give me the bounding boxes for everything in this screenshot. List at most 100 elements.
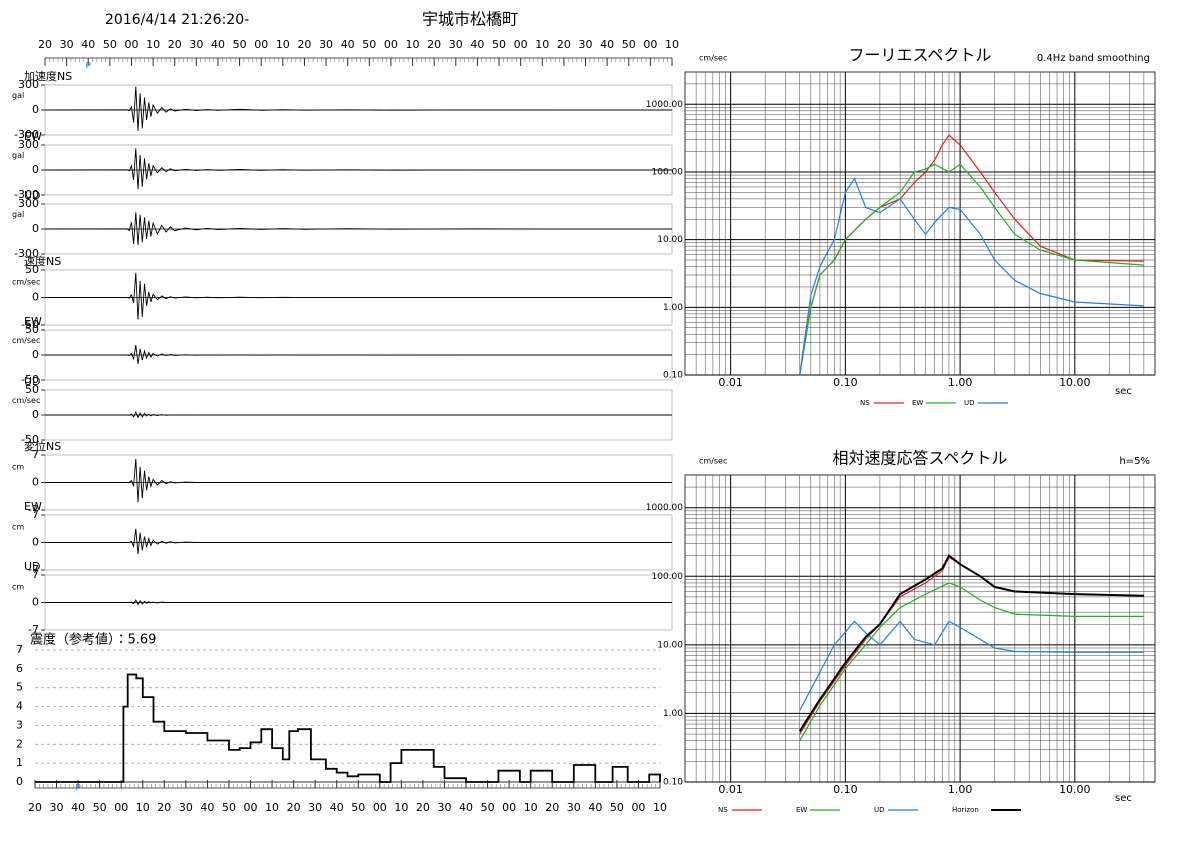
y-tick-label: 7 <box>16 643 23 656</box>
x-tick-label: 00 <box>124 38 138 51</box>
y-tick-label: 2 <box>16 737 23 750</box>
trace-label: 速度NS <box>24 255 61 268</box>
x-tick-label: 30 <box>567 801 581 814</box>
x-tick-label: 00 <box>514 38 528 51</box>
spectrum-line <box>799 177 1144 376</box>
legend-label: UD <box>874 806 885 814</box>
y-tick-label: 7 <box>32 508 39 521</box>
y-tick-label: 7 <box>32 448 39 461</box>
spectrum-line <box>799 134 1144 376</box>
x-tick-label: 50 <box>610 801 624 814</box>
unit-label: cm <box>12 522 24 531</box>
y-tick-label: 0 <box>32 103 39 116</box>
y-tick-label: 0 <box>32 348 39 361</box>
x-tick-label: 40 <box>600 38 614 51</box>
x-tick-label: 1.00 <box>948 376 973 389</box>
x-tick-label: 40 <box>200 801 214 814</box>
x-tick-label: 20 <box>545 801 559 814</box>
x-tick-label: 10 <box>524 801 538 814</box>
x-tick-label: 30 <box>449 38 463 51</box>
x-tick-label: 40 <box>470 38 484 51</box>
trace-label: 加速度NS <box>24 70 72 83</box>
x-tick-label: 10 <box>394 801 408 814</box>
y-tick-label: 0 <box>32 291 39 304</box>
unit-label: cm <box>12 582 24 591</box>
y-tick-label: 0.10 <box>663 371 683 381</box>
x-tick-label: 50 <box>481 801 495 814</box>
x-tick-label: 40 <box>211 38 225 51</box>
trace-label: 変位NS <box>24 440 61 453</box>
y-tick-label: 1.00 <box>663 709 683 719</box>
x-tick-label: 20 <box>557 38 571 51</box>
y-tick-label: 7 <box>32 568 39 581</box>
spectrum-line <box>798 554 1144 732</box>
spectrum-line <box>799 556 1144 735</box>
chart-title: フーリエスペクトル <box>849 46 992 65</box>
waveform <box>45 410 672 419</box>
x-tick-label: 40 <box>341 38 355 51</box>
y-tick-label: 1.00 <box>663 303 683 313</box>
y-tick-label: -7 <box>28 503 39 516</box>
x-tick-label: 40 <box>588 801 602 814</box>
x-tick-label: 20 <box>168 38 182 51</box>
x-tick-label: 00 <box>254 38 268 51</box>
x-tick-label: 50 <box>622 38 636 51</box>
legend-label: Horizon <box>952 806 979 814</box>
x-tick-label: 40 <box>71 801 85 814</box>
trace-label: EW <box>24 130 42 143</box>
y-tick-label: 0 <box>32 476 39 489</box>
waveform <box>44 212 673 245</box>
unit-label: cm/sec <box>12 336 40 345</box>
y-tick-label: 0.10 <box>663 778 683 788</box>
station-name: 宇城市松橋町 <box>422 10 518 29</box>
plot-frame <box>684 474 1156 783</box>
waveform <box>45 528 672 555</box>
trace-label: EW <box>24 315 42 328</box>
legend-label: UD <box>964 399 975 407</box>
x-tick-label: 40 <box>81 38 95 51</box>
y-tick-label: 0 <box>32 596 39 609</box>
x-tick-label: 20 <box>287 801 301 814</box>
unit-label: gal <box>12 91 24 100</box>
y-axis-label: cm/sec <box>699 457 727 466</box>
x-tick-label: 00 <box>373 801 387 814</box>
chart-title: 相対速度応答スペクトル <box>833 449 1008 468</box>
y-tick-label: 300 <box>18 197 39 210</box>
y-tick-label: 0 <box>32 536 39 549</box>
y-tick-label: -300 <box>14 128 39 141</box>
x-tick-label: 50 <box>492 38 506 51</box>
waveform <box>45 272 673 320</box>
x-tick-label: 50 <box>93 801 107 814</box>
plot-frame <box>684 71 1156 376</box>
x-tick-label: 30 <box>189 38 203 51</box>
x-tick-label: 10.00 <box>1059 783 1091 796</box>
x-tick-label: 30 <box>319 38 333 51</box>
chart-subtitle: h=5% <box>1119 456 1150 467</box>
legend-label: NS <box>860 399 870 407</box>
waveform <box>44 148 673 190</box>
x-tick-label: 50 <box>362 38 376 51</box>
x-tick-label: 30 <box>437 801 451 814</box>
record-datetime: 2016/4/14 21:26:20- <box>105 12 249 28</box>
waveform <box>45 344 672 365</box>
unit-label: cm/sec <box>12 277 40 286</box>
x-tick-label: 10.00 <box>1059 376 1091 389</box>
unit-label: cm <box>12 462 24 471</box>
y-tick-label: 300 <box>18 78 39 91</box>
y-tick-label: -7 <box>28 563 39 576</box>
legend-label: NS <box>718 806 728 814</box>
x-tick-label: 30 <box>60 38 74 51</box>
x-tick-label: 40 <box>459 801 473 814</box>
x-tick-label: 50 <box>103 38 117 51</box>
waveform <box>45 599 672 606</box>
y-tick-label: 0 <box>32 163 39 176</box>
waveform <box>44 86 673 131</box>
unit-label: cm/sec <box>12 396 40 405</box>
trace-label: UD <box>24 560 41 573</box>
intensity-line <box>35 673 661 783</box>
x-tick-label: 50 <box>351 801 365 814</box>
unit-label: gal <box>12 210 24 219</box>
y-tick-label: -7 <box>28 623 39 636</box>
y-tick-label: -300 <box>14 188 39 201</box>
